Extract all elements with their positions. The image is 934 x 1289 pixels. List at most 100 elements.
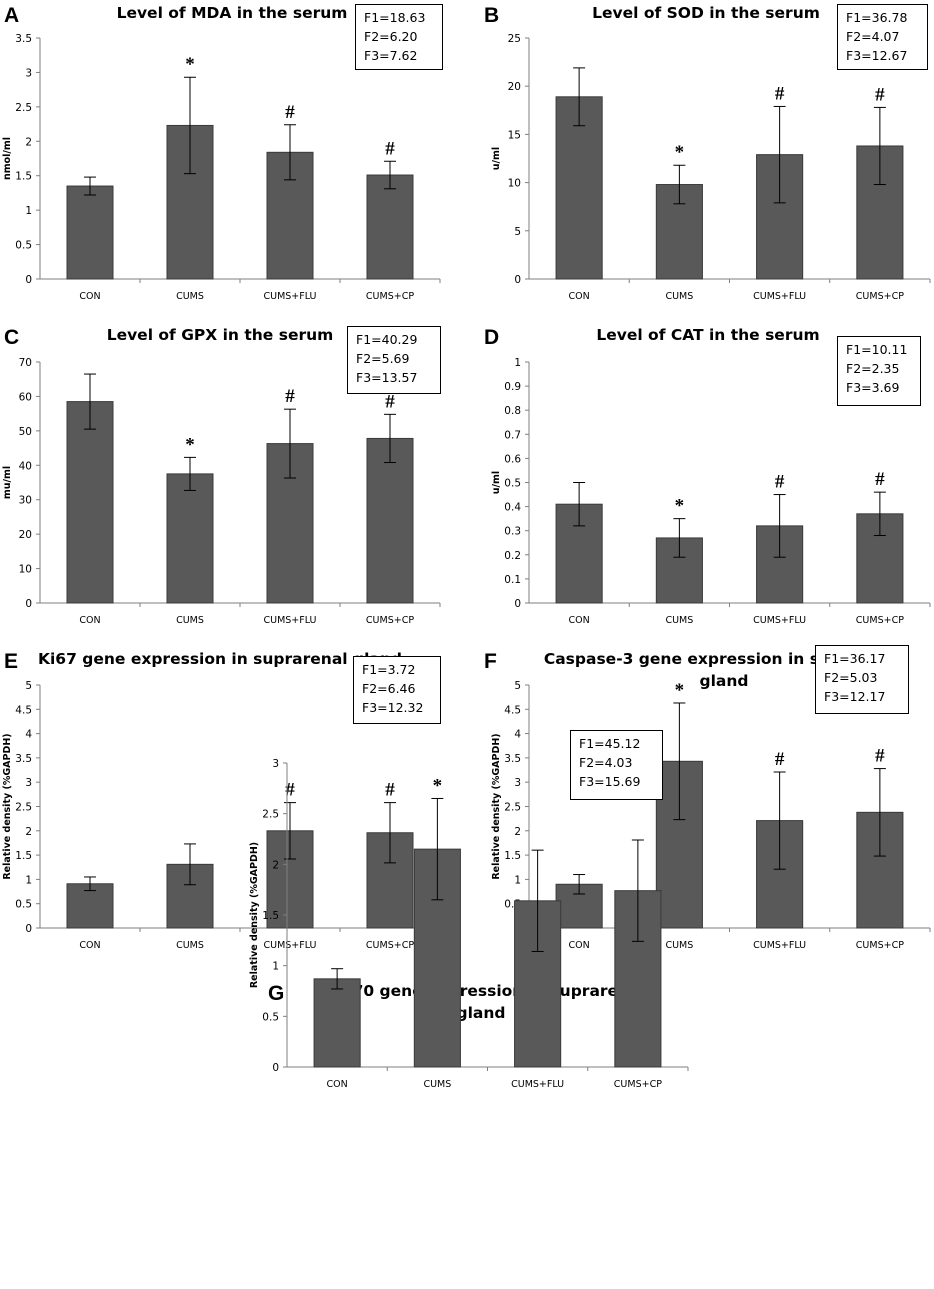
stats-box: F1=36.17 F2=5.03 F3=12.17 (815, 645, 909, 714)
bar-con (66, 883, 114, 929)
x-tick-label: CUMS+CP (856, 940, 904, 951)
stat-line: F2=6.46 (362, 681, 416, 696)
panel-a: A Level of MDA in the serum 0 0.5 1 1.5 2 2.5 3 3… (2, 4, 441, 302)
stat-line: F1=40.29 (356, 332, 418, 347)
y-axis-label: nmol/ml (2, 137, 13, 180)
stat-line: F1=18.63 (364, 10, 426, 25)
stat-line: F3=3.69 (846, 380, 900, 395)
y-tick-label: 3 (25, 777, 32, 789)
y-tick-label: 1 (514, 357, 521, 369)
y-tick-label: 0.3 (504, 526, 521, 538)
x-tick-label: CUMS+FLU (263, 291, 316, 302)
chart-title: Level of MDA in the serum (117, 4, 348, 22)
x-tick-label: CON (79, 291, 100, 302)
chart-title: Level of CAT in the serum (596, 326, 819, 344)
x-tick-label: CON (327, 1079, 348, 1090)
y-tick-label: 3.5 (15, 33, 32, 45)
bar-cums-cp (366, 437, 414, 604)
y-axis-label: u/ml (491, 471, 502, 494)
y-tick-label: 1.5 (15, 171, 32, 183)
y-tick-label: 10 (508, 178, 521, 190)
x-tick-label: CON (79, 940, 100, 951)
y-tick-label: 4.5 (15, 704, 32, 716)
y-tick-label: 0.2 (504, 550, 521, 562)
chart-title: Ki67 gene expression in suprarenal gland (38, 650, 402, 668)
y-tick-label: 20 (19, 529, 32, 541)
x-tick-label: CON (569, 615, 590, 626)
stat-line: F3=12.32 (362, 700, 424, 715)
y-tick-label: 2.5 (15, 102, 32, 114)
x-tick-label: CUMS+FLU (511, 1079, 564, 1090)
stats-box: F1=10.11 F2=2.35 F3=3.69 (837, 336, 921, 406)
panel-letter: D (484, 326, 499, 349)
y-tick-label: 0.9 (504, 381, 521, 393)
x-tick-label: CUMS (176, 291, 204, 302)
significance-hash: # (385, 391, 395, 412)
x-tick-label: CON (569, 291, 590, 302)
x-tick-label: CUMS (665, 615, 693, 626)
y-tick-label: 2 (272, 859, 279, 871)
stats-box: F1=40.29 F2=5.69 F3=13.57 (347, 326, 441, 394)
panel-d: D Level of CAT in the serum 0 0.1 0.2 0.3 0.4 0… (484, 326, 931, 626)
bar-con (66, 185, 114, 280)
y-tick-label: 0.4 (504, 502, 521, 514)
significance-hash: # (775, 472, 785, 493)
y-tick-label: 3 (514, 777, 521, 789)
stat-line: F3=12.67 (846, 48, 908, 63)
x-tick-label: CUMS+CP (856, 291, 904, 302)
significance-hash: # (875, 469, 885, 490)
y-tick-label: 4 (514, 729, 521, 741)
chart-title: HSP70 gene expression in suprarenal gland (317, 982, 645, 1022)
y-tick-label: 2.5 (504, 802, 521, 814)
y-tick-label: 0.8 (504, 405, 521, 417)
stat-line: F2=4.07 (846, 29, 900, 44)
y-tick-label: 40 (19, 460, 32, 472)
x-tick-label: CUMS+CP (614, 1079, 662, 1090)
x-tick-label: CUMS+FLU (753, 940, 806, 951)
y-tick-label: 25 (508, 33, 521, 45)
significance-star: * (675, 680, 685, 701)
y-tick-label: 15 (508, 129, 521, 141)
bar-con (555, 96, 603, 280)
y-tick-label: 0.7 (504, 429, 521, 441)
y-tick-label: 1.5 (262, 910, 279, 922)
x-tick-label: CUMS+FLU (263, 615, 316, 626)
panel-g: G HSP70 gene expression in suprarenal glan… (249, 758, 689, 1090)
y-tick-label: 60 (19, 391, 32, 403)
x-tick-label: CUMS (665, 291, 693, 302)
stat-line: F1=10.11 (846, 342, 908, 357)
x-tick-label: CUMS+CP (366, 940, 414, 951)
y-tick-label: 1 (272, 961, 279, 973)
y-tick-label: 1 (514, 874, 521, 886)
x-tick-label: CUMS+CP (366, 615, 414, 626)
panel-c: C Level of GPX in the serum 0 10 20 30 40 50 60 7… (2, 326, 441, 626)
stats-box: F1=3.72 F2=6.46 F3=12.32 (353, 656, 441, 724)
y-tick-label: 0 (25, 923, 32, 935)
y-tick-label: 3 (25, 67, 32, 79)
y-tick-label: 0 (514, 274, 521, 286)
x-tick-label: CUMS+FLU (263, 940, 316, 951)
stat-line: F3=13.57 (356, 370, 418, 385)
panel-letter: A (4, 4, 19, 27)
panel-b: B Level of SOD in the serum 0 5 10 15 20 25 u/ml… (484, 4, 931, 302)
chart-title: Caspase-3 gene expression in suprarenal g… (544, 650, 904, 690)
significance-hash: # (285, 780, 295, 801)
y-tick-label: 1.5 (15, 850, 32, 862)
bar-con (313, 978, 361, 1068)
y-tick-label: 0 (272, 1062, 279, 1074)
y-tick-label: 20 (508, 81, 521, 93)
significance-hash: # (775, 83, 785, 104)
y-tick-label: 2.5 (15, 802, 32, 814)
panel-letter: B (484, 4, 499, 27)
significance-hash: # (285, 386, 295, 407)
significance-star: * (185, 54, 195, 75)
panel-letter: G (268, 982, 284, 1005)
stat-line: F3=15.69 (579, 774, 641, 789)
y-axis-label: Relative density (%GAPDH) (491, 733, 502, 879)
chart-title: Level of GPX in the serum (107, 326, 334, 344)
chart-title: Level of SOD in the serum (592, 4, 820, 22)
stat-line: F1=36.17 (824, 651, 886, 666)
y-axis-label: Relative density (%GAPDH) (2, 733, 13, 879)
x-tick-label: CON (79, 615, 100, 626)
